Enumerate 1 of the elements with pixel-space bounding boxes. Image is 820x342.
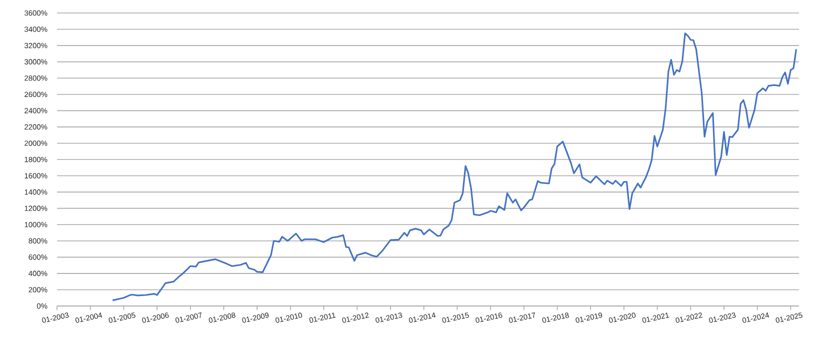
line-series xyxy=(112,32,798,302)
